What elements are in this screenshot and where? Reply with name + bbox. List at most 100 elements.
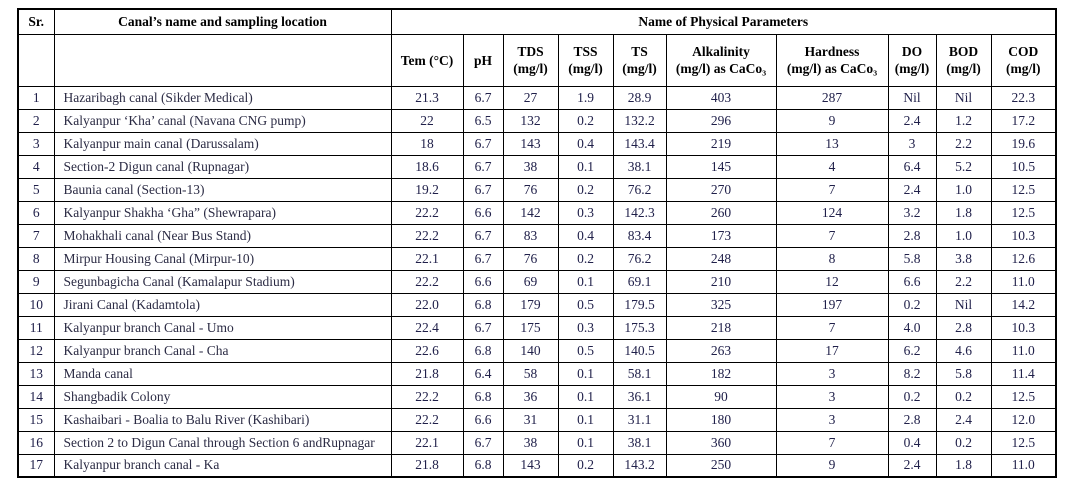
value-cell: 0.4 [557, 223, 614, 248]
value-cell: 0.2 [557, 453, 614, 478]
canal-name-cell: Kalyanpur branch Canal - Cha [53, 338, 392, 363]
value-cell: 0.5 [557, 292, 614, 317]
table-row: 10 Jirani Canal (Kadamtola) 22.0 6.8 179 0.5 1… [17, 292, 1057, 317]
value-cell: 360 [665, 430, 777, 455]
value-cell: 0.2 [935, 384, 992, 409]
value-cell: 22.1 [390, 246, 464, 271]
value-cell: 14.2 [990, 292, 1057, 317]
sr-cell: 17 [17, 453, 55, 478]
canal-name-cell: Jirani Canal (Kadamtola) [53, 292, 392, 317]
col-header-parameters-group: Name of Physical Parameters [390, 8, 1057, 35]
value-cell: 260 [665, 200, 777, 225]
sr-cell: 8 [17, 246, 55, 271]
value-cell: 12.5 [990, 177, 1057, 202]
value-cell: 11.0 [990, 453, 1057, 478]
value-cell: 3 [775, 407, 889, 432]
value-cell: 7 [775, 177, 889, 202]
value-cell: 36 [502, 384, 559, 409]
value-cell: 6.7 [462, 131, 504, 156]
canal-name-cell: Hazaribagh canal (Sikder Medical) [53, 85, 392, 110]
sr-cell: 2 [17, 108, 55, 133]
table-row: 11 Kalyanpur branch Canal - Umo 22.4 6.7 175… [17, 315, 1057, 340]
param-label: DO [901, 44, 923, 59]
value-cell: 5.8 [887, 246, 937, 271]
value-cell: 18 [390, 131, 464, 156]
value-cell: 90 [665, 384, 777, 409]
canal-name-cell: Baunia canal (Section-13) [53, 177, 392, 202]
value-cell: 270 [665, 177, 777, 202]
table-row: 9 Segunbagicha Canal (Kamalapur Stadium) 2… [17, 269, 1057, 294]
canal-name-cell: Kalyanpur ‘Kha’ canal (Navana CNG pump) [53, 108, 392, 133]
value-cell: 2.4 [887, 177, 937, 202]
sr-cell: 12 [17, 338, 55, 363]
value-cell: 0.1 [557, 430, 614, 455]
col-header-ts: TS (mg/l) [612, 33, 667, 87]
value-cell: 2.8 [887, 223, 937, 248]
param-label: TDS [517, 44, 544, 59]
value-cell: 1.2 [935, 108, 992, 133]
value-cell: 12.5 [990, 384, 1057, 409]
value-cell: Nil [935, 292, 992, 317]
value-cell: 175.3 [612, 315, 667, 340]
param-unit: (mg/l) [946, 61, 981, 76]
value-cell: 83.4 [612, 223, 667, 248]
value-cell: 175 [502, 315, 559, 340]
value-cell: 18.6 [390, 154, 464, 179]
sr-cell: 15 [17, 407, 55, 432]
value-cell: 28.9 [612, 85, 667, 110]
value-cell: 0.1 [557, 384, 614, 409]
value-cell: 6.6 [887, 269, 937, 294]
value-cell: 6.7 [462, 246, 504, 271]
value-cell: 145 [665, 154, 777, 179]
value-cell: 180 [665, 407, 777, 432]
value-cell: 6.8 [462, 338, 504, 363]
table-row: 15 Kashaibari - Boalia to Balu River (Kas… [17, 407, 1057, 432]
value-cell: 6.6 [462, 269, 504, 294]
value-cell: 69 [502, 269, 559, 294]
value-cell: 0.3 [557, 200, 614, 225]
value-cell: 69.1 [612, 269, 667, 294]
value-cell: 6.6 [462, 407, 504, 432]
value-cell: 22.4 [390, 315, 464, 340]
value-cell: 12.0 [990, 407, 1057, 432]
value-cell: 3 [775, 384, 889, 409]
col-header-do: DO (mg/l) [887, 33, 937, 87]
value-cell: 4.6 [935, 338, 992, 363]
value-cell: 76.2 [612, 246, 667, 271]
value-cell: 6.8 [462, 453, 504, 478]
value-cell: 2.8 [887, 407, 937, 432]
sr-cell: 6 [17, 200, 55, 225]
value-cell: 140.5 [612, 338, 667, 363]
value-cell: 6.7 [462, 177, 504, 202]
value-cell: 143 [502, 131, 559, 156]
table-row: 6 Kalyanpur Shakha ‘Gha” (Shewrapara) 22.2… [17, 200, 1057, 225]
value-cell: 38 [502, 154, 559, 179]
value-cell: 76 [502, 177, 559, 202]
sr-cell: 7 [17, 223, 55, 248]
value-cell: 143.4 [612, 131, 667, 156]
value-cell: 58 [502, 361, 559, 386]
col-header-canal-name: Canal’s name and sampling location [53, 8, 392, 35]
value-cell: 140 [502, 338, 559, 363]
value-cell: 0.2 [887, 292, 937, 317]
col-header-hardness: Hardness (mg/l) as CaCo₃ [775, 33, 889, 87]
col-header-bod: BOD (mg/l) [935, 33, 992, 87]
value-cell: 22.2 [390, 269, 464, 294]
table-row: 7 Mohakhali canal (Near Bus Stand) 22.2 6.7… [17, 223, 1057, 248]
value-cell: 179.5 [612, 292, 667, 317]
value-cell: 143.2 [612, 453, 667, 478]
value-cell: 2.4 [935, 407, 992, 432]
value-cell: 11.0 [990, 338, 1057, 363]
value-cell: 124 [775, 200, 889, 225]
value-cell: 22.2 [390, 200, 464, 225]
param-unit: (mg/l) [513, 61, 548, 76]
value-cell: 17 [775, 338, 889, 363]
value-cell: 21.8 [390, 453, 464, 478]
table-row: 14 Shangbadik Colony 22.2 6.8 36 0.1 36.1 90 3 0.… [17, 384, 1057, 409]
table-row: 4 Section-2 Digun canal (Rupnagar) 18.6 6.7… [17, 154, 1057, 179]
value-cell: 7 [775, 430, 889, 455]
sr-cell: 9 [17, 269, 55, 294]
value-cell: Nil [935, 85, 992, 110]
value-cell: 22.6 [390, 338, 464, 363]
